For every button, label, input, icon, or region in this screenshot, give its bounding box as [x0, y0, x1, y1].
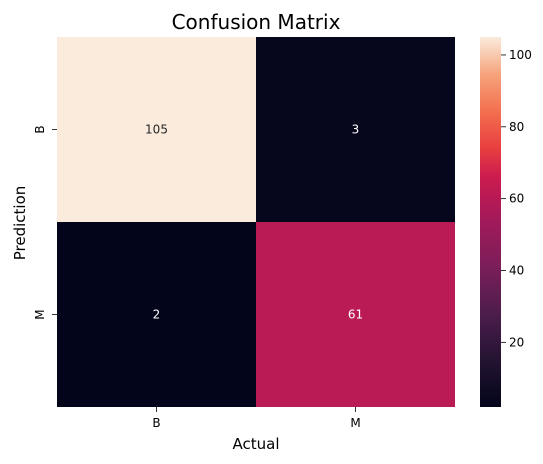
heatmap-cell [256, 222, 455, 407]
y-tick-label: B [33, 125, 47, 133]
colorbar-tick-label: 100 [509, 48, 532, 62]
heatmap-cell [57, 37, 256, 222]
x-axis-label: Actual [233, 435, 280, 453]
x-tick-label: M [350, 416, 360, 430]
y-tick-label: M [33, 309, 47, 319]
heatmap-cells: 105 3 2 61 [57, 37, 455, 407]
colorbar-tick-label: 60 [509, 192, 524, 206]
heatmap-cell [57, 222, 256, 407]
axis-ticks: B M B M [33, 125, 361, 430]
cell-value-label: 105 [145, 123, 168, 137]
chart-title: Confusion Matrix [172, 10, 341, 34]
cell-value-label: 2 [153, 308, 161, 322]
cell-value-label: 3 [352, 123, 360, 137]
colorbar-tick-label: 40 [509, 263, 524, 277]
colorbar-ticks: 20 40 60 80 100 [501, 48, 532, 349]
y-axis-label: Prediction [11, 186, 29, 261]
colorbar-tick-label: 20 [509, 335, 524, 349]
cell-value-label: 61 [348, 308, 363, 322]
heatmap-cell [256, 37, 455, 222]
x-tick-label: B [152, 416, 160, 430]
colorbar [480, 37, 501, 407]
colorbar-tick-label: 80 [509, 120, 524, 134]
